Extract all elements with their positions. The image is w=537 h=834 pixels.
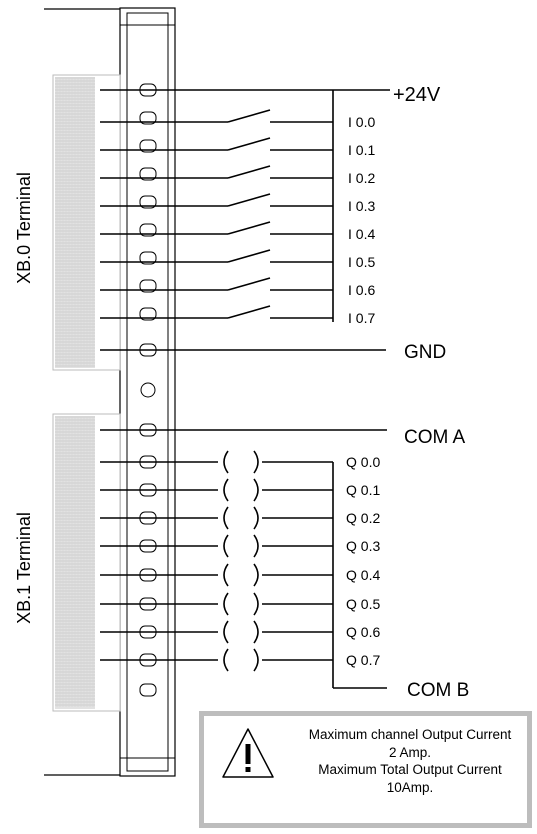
output-channel-label: Q 0.0 xyxy=(346,454,380,470)
terminal-screws xyxy=(139,83,157,697)
input-channel-label: I 0.3 xyxy=(348,198,375,214)
din-rail xyxy=(119,7,176,777)
wiring xyxy=(100,89,390,689)
input-channel-label: I 0.7 xyxy=(348,310,375,326)
output-channel-label: Q 0.3 xyxy=(346,538,380,554)
terminal-screw xyxy=(139,139,157,153)
com-a-label: COM A xyxy=(404,427,466,448)
gnd-label: GND xyxy=(404,342,446,363)
input-channel-label: I 0.6 xyxy=(348,282,375,298)
terminal-screw xyxy=(139,167,157,181)
xb0-terminal-label: XB.0 Terminal xyxy=(14,172,34,284)
output-channel-label: Q 0.6 xyxy=(346,624,380,640)
supply-24v-label: +24V xyxy=(393,84,441,106)
terminal-screw xyxy=(139,195,157,209)
device-housing xyxy=(44,8,120,776)
warning-text: Maximum channel Output Current 2 Amp. Ma… xyxy=(279,726,537,796)
output-channel-label: Q 0.2 xyxy=(346,510,380,526)
warning-line-4: 10Amp. xyxy=(386,779,434,795)
warning-box: Maximum channel Output Current 2 Amp. Ma… xyxy=(199,711,532,828)
output-channel-label: Q 0.1 xyxy=(346,482,380,498)
input-channel-label: I 0.1 xyxy=(348,142,375,158)
warning-line-1: Maximum channel Output Current xyxy=(308,727,512,742)
output-channel-label: Q 0.7 xyxy=(346,652,380,668)
output-channel-label: Q 0.5 xyxy=(346,596,380,612)
input-channel-label: I 0.5 xyxy=(348,254,375,270)
warning-line-3: Maximum Total Output Current xyxy=(318,762,502,777)
input-channel-label: I 0.4 xyxy=(348,226,375,242)
warning-line-2: 2 Amp. xyxy=(388,744,432,760)
terminal-screw xyxy=(139,251,157,265)
xb0-terminal-block xyxy=(52,74,121,371)
terminal-screw xyxy=(139,223,157,237)
terminal-screw xyxy=(139,307,157,321)
rail-mounting-hole xyxy=(140,382,156,398)
terminal-screw xyxy=(139,683,157,697)
com-b-label: COM B xyxy=(407,680,469,701)
terminal-screw xyxy=(139,111,157,125)
warning-triangle-icon xyxy=(222,728,274,778)
xb1-terminal-block xyxy=(52,413,121,712)
output-channel-label: Q 0.4 xyxy=(346,567,380,583)
input-channel-label: I 0.0 xyxy=(348,114,375,130)
xb1-terminal-label: XB.1 Terminal xyxy=(14,512,34,624)
input-channel-label: I 0.2 xyxy=(348,170,375,186)
terminal-screw xyxy=(139,279,157,293)
